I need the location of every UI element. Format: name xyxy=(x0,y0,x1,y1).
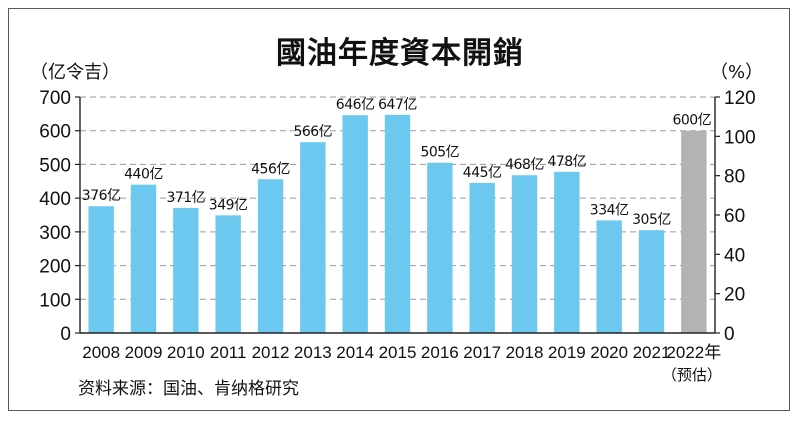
bar xyxy=(638,230,665,333)
data-label: 566亿 xyxy=(293,124,332,140)
data-label: 445亿 xyxy=(463,165,502,181)
bar xyxy=(173,207,199,333)
data-label: 349亿 xyxy=(209,197,248,213)
x-tick-label: 2019 xyxy=(548,343,586,362)
x-tick-label: 2020 xyxy=(590,343,628,362)
bar xyxy=(215,215,241,333)
data-label: 505亿 xyxy=(420,145,459,161)
bar xyxy=(511,175,538,333)
y-axis-unit-right: （%） xyxy=(710,62,764,83)
x-tick-label: 2010 xyxy=(167,343,205,362)
bar xyxy=(384,114,411,334)
x-tick-label: 2021 xyxy=(633,343,671,362)
data-label: 440亿 xyxy=(124,167,163,183)
y-tick-label: 500 xyxy=(39,155,71,176)
y-axis-unit-left: （亿令吉） xyxy=(30,62,120,83)
bar xyxy=(681,130,707,333)
x-tick-label: 2017 xyxy=(463,343,501,362)
y2-tick-label: 80 xyxy=(724,167,745,188)
y-tick-label: 300 xyxy=(39,223,71,244)
data-label: 647亿 xyxy=(378,97,417,113)
bar xyxy=(88,206,114,333)
y-tick-label: 200 xyxy=(39,257,71,278)
data-label: 600亿 xyxy=(672,113,711,129)
bar xyxy=(257,179,284,333)
bar xyxy=(554,171,580,333)
data-label: 371亿 xyxy=(166,190,205,206)
bar xyxy=(130,184,157,333)
y-tick-label: 100 xyxy=(39,290,71,311)
y2-tick-label: 120 xyxy=(724,88,756,109)
x-tick-label: 2016 xyxy=(421,343,459,362)
x-tick-label: 2022年 xyxy=(666,343,721,362)
y2-tick-label: 20 xyxy=(724,285,745,306)
source-note: 资料来源：国油、肯纳格研究 xyxy=(78,379,299,399)
x-tick-label: 2013 xyxy=(294,343,332,362)
data-label: 376亿 xyxy=(82,188,121,204)
data-label: 456亿 xyxy=(251,161,290,177)
data-label: 646亿 xyxy=(336,97,375,113)
x-tick-label: 2014 xyxy=(336,343,374,362)
y-tick-label: 400 xyxy=(39,189,71,210)
y-tick-label: 700 xyxy=(39,88,71,109)
y2-tick-label: 40 xyxy=(724,245,745,266)
data-label: 478亿 xyxy=(547,154,586,170)
bar xyxy=(300,142,326,333)
y-tick-label: 0 xyxy=(60,324,71,345)
bar xyxy=(469,182,495,333)
x-tick-label: 2015 xyxy=(379,343,417,362)
x-tick-label: 2009 xyxy=(125,343,163,362)
y2-tick-label: 60 xyxy=(724,206,745,227)
bar xyxy=(427,162,453,333)
data-label: 334亿 xyxy=(590,202,629,218)
x-tick-label: 2008 xyxy=(82,343,120,362)
bar xyxy=(342,115,368,333)
x-tick-label: 2012 xyxy=(252,343,290,362)
y2-tick-label: 0 xyxy=(724,324,735,345)
bar xyxy=(596,220,622,333)
y2-tick-label: 100 xyxy=(724,127,756,148)
chart-title: 國油年度資本開銷 xyxy=(276,36,524,71)
x-tick-label: 2018 xyxy=(506,343,544,362)
forecast-note: （预估） xyxy=(662,366,722,384)
x-tick-label: 2011 xyxy=(210,343,247,362)
data-label: 468亿 xyxy=(505,157,544,173)
data-label: 305亿 xyxy=(632,212,671,228)
y-tick-label: 600 xyxy=(39,122,71,143)
